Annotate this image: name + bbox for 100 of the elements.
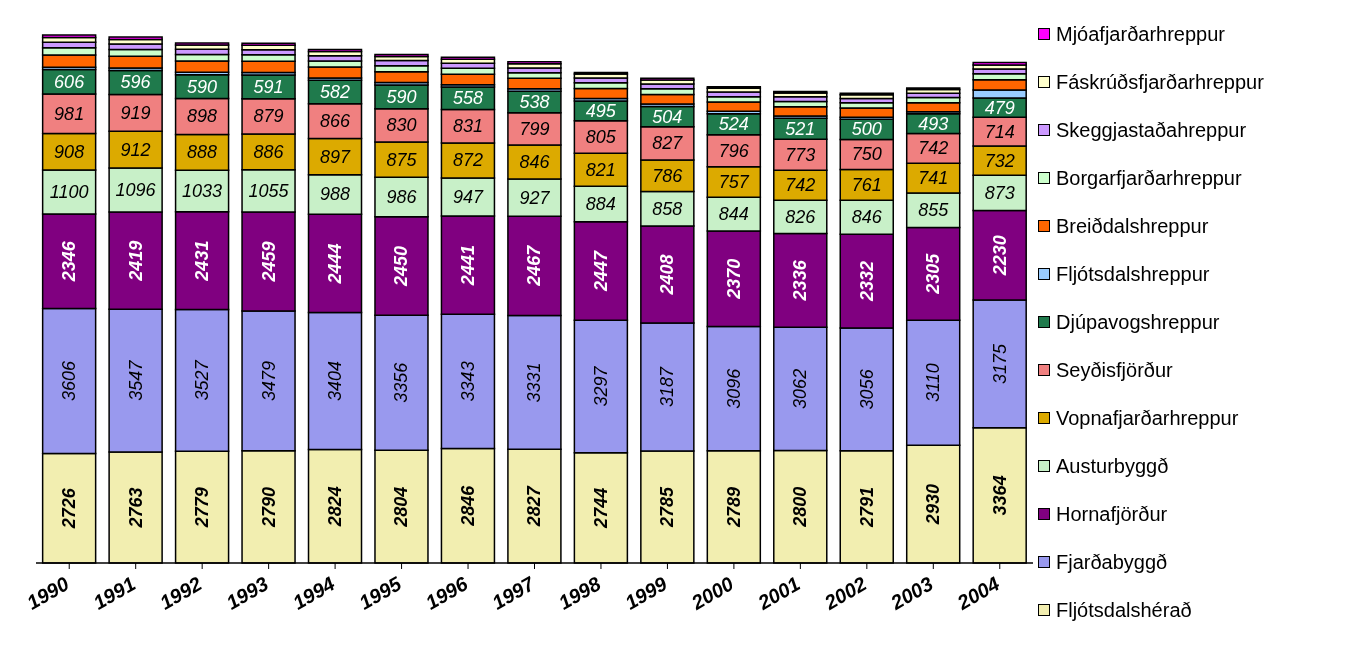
data-label: 884 (585, 193, 616, 214)
data-label: 741 (918, 168, 949, 189)
x-tick-label: 1995 (355, 571, 406, 614)
data-label: 2336 (790, 259, 811, 302)
data-label: 888 (187, 142, 218, 163)
data-label: 912 (120, 139, 151, 160)
legend-label: Fljótsdalshérað (1056, 598, 1192, 622)
data-label: 919 (120, 102, 151, 123)
data-label: 558 (452, 88, 483, 109)
data-label: 981 (54, 103, 85, 124)
data-label: 742 (918, 138, 949, 159)
data-label: 846 (851, 207, 883, 228)
data-label: 750 (851, 144, 882, 165)
data-label: 590 (187, 76, 218, 97)
data-label: 3527 (192, 359, 213, 401)
x-tick-label: 1990 (23, 572, 73, 614)
x-tick-label: 1998 (554, 571, 606, 614)
bar (972, 61, 1027, 66)
data-label: 591 (253, 76, 284, 97)
data-label: 2744 (590, 487, 611, 529)
data-label: 827 (652, 133, 684, 154)
data-label: 732 (984, 150, 1015, 171)
data-label: 2467 (524, 244, 545, 287)
data-label: 2408 (657, 254, 678, 296)
data-label: 2791 (856, 486, 877, 528)
data-label: 927 (519, 187, 551, 208)
x-tick-label: 2002 (819, 572, 871, 615)
data-label: 988 (319, 184, 351, 205)
data-label: 858 (652, 198, 683, 219)
data-label: 500 (851, 119, 882, 140)
bar (773, 105, 828, 117)
data-label: 826 (785, 206, 817, 227)
legend-label: Fáskrúðsfjarðarhreppur (1056, 70, 1264, 94)
x-tick-label: 1997 (488, 571, 539, 614)
x-tick-label: 1996 (421, 571, 473, 614)
data-label: 805 (585, 127, 617, 148)
data-label: 947 (452, 187, 484, 207)
legend-label: Djúpavogshreppur (1056, 310, 1220, 334)
data-label: 761 (851, 174, 882, 195)
data-label: 596 (120, 72, 152, 93)
bar (108, 36, 163, 41)
data-label: 2726 (59, 487, 80, 530)
data-label: 3056 (856, 368, 877, 410)
data-label: 986 (386, 187, 418, 208)
data-label: 3175 (989, 342, 1010, 384)
bar (640, 93, 695, 105)
x-tick-label: 1993 (222, 572, 272, 614)
data-label: 1096 (115, 180, 157, 201)
data-label: 479 (984, 97, 1015, 118)
x-tick-label: 1991 (89, 572, 140, 614)
data-label: 538 (519, 92, 550, 113)
data-label: 879 (253, 106, 284, 127)
data-label: 855 (918, 200, 950, 221)
data-label: 521 (785, 118, 816, 139)
data-label: 3547 (125, 359, 146, 401)
data-label: 2827 (524, 485, 545, 528)
data-label: 3062 (790, 368, 811, 409)
data-label: 495 (585, 100, 617, 121)
x-tick-label: 1999 (621, 571, 672, 614)
data-label: 3331 (524, 362, 545, 403)
data-label: 3343 (457, 361, 478, 402)
data-label: 3110 (923, 363, 944, 403)
data-label: 3187 (657, 365, 678, 407)
legend-label: Mjóafjarðarhreppur (1056, 22, 1225, 46)
data-label: 796 (718, 140, 750, 161)
data-label: 3297 (590, 365, 611, 407)
data-label: 873 (984, 182, 1015, 203)
legend-label: Breiðdalshreppur (1056, 214, 1209, 238)
data-label: 3606 (59, 359, 80, 401)
data-label: 2305 (923, 252, 944, 295)
data-label: 2846 (457, 484, 478, 527)
x-tick-label: 1992 (155, 572, 206, 614)
data-label: 2370 (723, 258, 744, 300)
data-label: 2419 (125, 240, 146, 282)
data-label: 2930 (923, 484, 944, 526)
data-label: 908 (54, 141, 85, 162)
data-label: 844 (718, 204, 749, 225)
data-label: 2431 (192, 240, 213, 282)
data-label: 2763 (125, 487, 146, 529)
data-label: 2824 (325, 486, 346, 528)
data-label: 757 (718, 171, 750, 192)
data-label: 875 (386, 149, 418, 170)
data-label: 1033 (182, 180, 223, 201)
data-label: 872 (452, 150, 483, 171)
legend-label: Vopnafjarðarhreppur (1056, 406, 1239, 430)
bar (507, 61, 562, 65)
data-label: 2804 (391, 486, 412, 528)
bar (174, 42, 230, 46)
data-label: 504 (652, 106, 683, 127)
x-tick-label: 2001 (753, 572, 804, 615)
legend-label: Fljótsdalshreppur (1056, 262, 1210, 286)
bar (374, 70, 429, 84)
data-label: 2332 (856, 261, 877, 303)
data-label: 1055 (248, 180, 290, 201)
legend-label: Seyðisfjörður (1056, 358, 1173, 382)
x-tick-label: 2000 (686, 572, 738, 615)
x-tick-label: 2003 (886, 572, 937, 615)
data-label: 3356 (391, 361, 412, 403)
legend-label: Fjarðabyggð (1056, 550, 1168, 574)
data-label: 742 (785, 175, 816, 196)
